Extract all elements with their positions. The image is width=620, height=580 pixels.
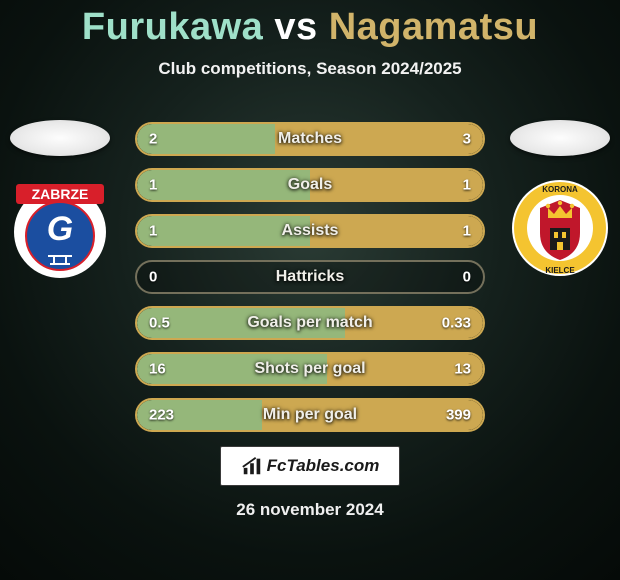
date-label: 26 november 2024 (0, 500, 620, 520)
korona-kielce-badge: KORONA KIELCE (510, 178, 610, 278)
fctables-logo: FcTables.com (220, 446, 400, 486)
player2-avatar-placeholder (510, 120, 610, 156)
club-badge-icon: KORONA KIELCE (510, 178, 610, 278)
stat-row: 11Assists (135, 214, 485, 248)
page-title: Furukawa vs Nagamatsu (0, 0, 620, 49)
comparison-infographic: Furukawa vs Nagamatsu Club competitions,… (0, 0, 620, 580)
stat-label: Shots per goal (137, 360, 483, 378)
stat-row: 11Goals (135, 168, 485, 202)
player1-name: Furukawa (82, 6, 263, 48)
subtitle: Club competitions, Season 2024/2025 (0, 59, 620, 79)
svg-text:KIELCE: KIELCE (545, 266, 575, 275)
player1-avatar-placeholder (10, 120, 110, 156)
svg-text:KORONA: KORONA (542, 185, 578, 194)
vs-separator: vs (274, 6, 317, 48)
stat-label: Goals per match (137, 314, 483, 332)
stat-row: 00Hattricks (135, 260, 485, 294)
player2-column: KORONA KIELCE (500, 120, 620, 278)
gornik-zabrze-badge: ZABRZE G (10, 178, 110, 278)
stat-label: Assists (137, 222, 483, 240)
player2-name: Nagamatsu (329, 6, 538, 48)
stat-row: 223399Min per goal (135, 398, 485, 432)
stat-row: 1613Shots per goal (135, 352, 485, 386)
stat-label: Goals (137, 176, 483, 194)
stats-container: 23Matches 11Goals 11Assists 00Hattricks 0.50… (135, 122, 485, 432)
stat-label: Min per goal (137, 406, 483, 424)
svg-text:G: G (47, 210, 73, 248)
stat-label: Matches (137, 130, 483, 148)
club-badge-icon: ZABRZE G (10, 178, 110, 278)
stat-row: 23Matches (135, 122, 485, 156)
brand-text: FcTables.com (267, 456, 380, 476)
player1-column: ZABRZE G (0, 120, 120, 278)
stat-label: Hattricks (137, 268, 483, 286)
bar-chart-icon (241, 455, 263, 477)
svg-text:ZABRZE: ZABRZE (32, 186, 89, 202)
stat-row: 0.50.33Goals per match (135, 306, 485, 340)
